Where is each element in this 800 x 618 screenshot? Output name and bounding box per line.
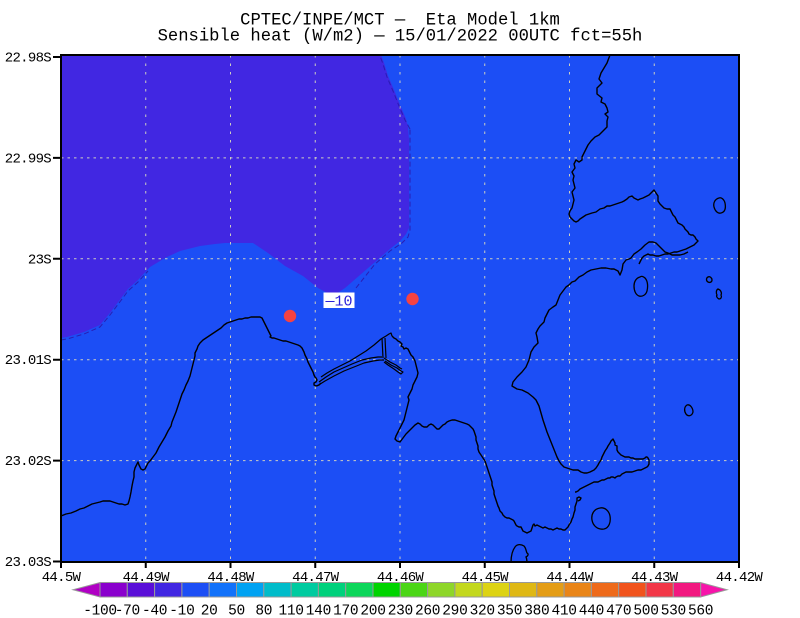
svg-text:380: 380	[524, 604, 549, 618]
svg-text:170: 170	[333, 604, 358, 618]
svg-text:320: 320	[470, 604, 495, 618]
svg-text:530: 530	[661, 604, 686, 618]
svg-text:140: 140	[306, 604, 331, 618]
svg-text:22.98S: 22.98S	[5, 51, 52, 67]
svg-text:22.99S: 22.99S	[5, 151, 52, 167]
svg-text:23.02S: 23.02S	[5, 454, 52, 470]
svg-text:500: 500	[633, 604, 658, 618]
svg-text:20: 20	[201, 604, 218, 618]
svg-text:44.5W: 44.5W	[42, 570, 82, 586]
svg-text:50: 50	[228, 604, 245, 618]
svg-text:-70: -70	[115, 604, 140, 618]
svg-text:440: 440	[579, 604, 604, 618]
svg-text:470: 470	[606, 604, 631, 618]
svg-text:Sensible heat (W/m2) — 15/01/2: Sensible heat (W/m2) — 15/01/2022 00UTC …	[158, 28, 643, 47]
svg-text:260: 260	[415, 604, 440, 618]
svg-text:110: 110	[278, 604, 303, 618]
svg-text:-100: -100	[83, 604, 117, 618]
svg-text:44.42W: 44.42W	[716, 570, 764, 586]
svg-text:560: 560	[688, 604, 713, 618]
svg-text:23S: 23S	[28, 252, 51, 268]
svg-text:23.01S: 23.01S	[5, 353, 52, 369]
svg-text:CPTEC/INPE/MCT — Eta Model 1k: CPTEC/INPE/MCT — Eta Model 1km	[240, 12, 560, 31]
svg-text:—10: —10	[324, 294, 352, 311]
svg-text:230: 230	[388, 604, 413, 618]
svg-text:23.03S: 23.03S	[5, 555, 52, 571]
svg-text:200: 200	[360, 604, 385, 618]
svg-text:-10: -10	[169, 604, 194, 618]
svg-text:290: 290	[442, 604, 467, 618]
svg-text:410: 410	[551, 604, 576, 618]
svg-text:80: 80	[255, 604, 272, 618]
svg-text:-40: -40	[142, 604, 167, 618]
svg-text:350: 350	[497, 604, 522, 618]
